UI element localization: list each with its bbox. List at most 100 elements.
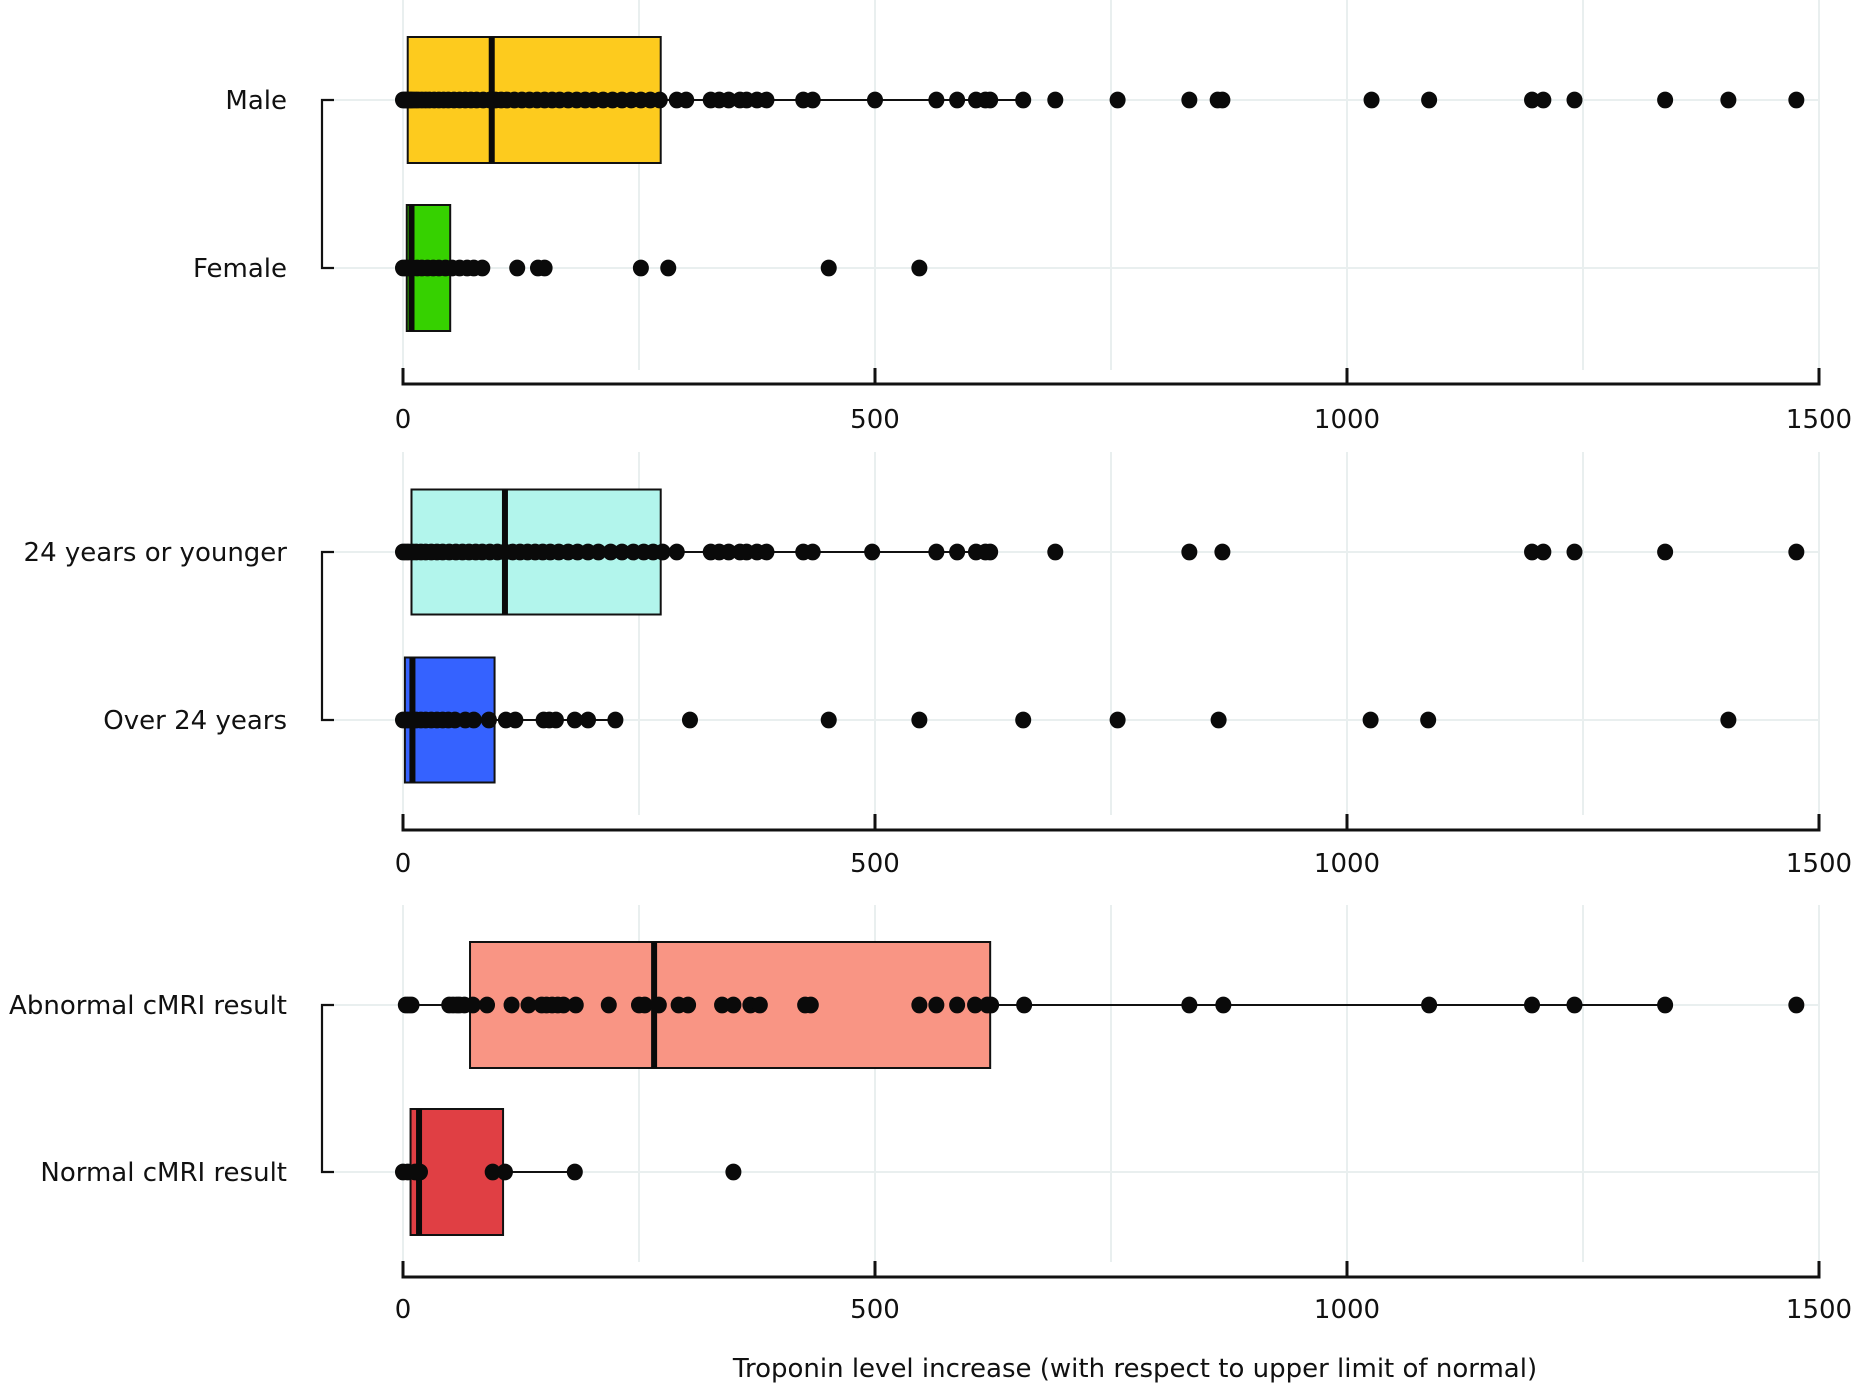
data-point [411, 1163, 428, 1181]
x-tick-label: 500 [850, 1295, 900, 1325]
data-point [983, 996, 1000, 1014]
data-point [474, 259, 491, 277]
data-point [660, 259, 677, 277]
data-point [1720, 91, 1737, 109]
data-point [1362, 711, 1379, 729]
data-point [507, 711, 524, 729]
data-point [680, 996, 697, 1014]
data-point [1421, 91, 1438, 109]
data-point [600, 996, 617, 1014]
x-tick-label: 0 [395, 849, 412, 879]
data-point [632, 259, 649, 277]
data-point [651, 91, 668, 109]
data-point [1047, 543, 1064, 561]
data-point [928, 996, 945, 1014]
data-point [911, 711, 928, 729]
group-bracket [320, 1003, 334, 1174]
data-point [678, 91, 695, 109]
category-label: Abnormal cMRI result [9, 991, 287, 1021]
data-point [1657, 91, 1674, 109]
data-point [464, 996, 481, 1014]
data-point [602, 543, 619, 561]
data-point [864, 543, 881, 561]
x-tick-label: 0 [395, 1295, 412, 1325]
data-point [982, 91, 999, 109]
data-point [567, 996, 584, 1014]
x-tick-label: 1000 [1314, 405, 1380, 435]
data-point [720, 543, 737, 561]
data-point [1420, 711, 1437, 729]
data-point [1363, 91, 1380, 109]
box-group-24-years-or-younger: 24 years or younger [24, 488, 1805, 616]
data-point [1657, 996, 1674, 1014]
data-point [1535, 91, 1552, 109]
data-point [1788, 996, 1805, 1014]
data-point [714, 996, 731, 1014]
group-bracket [320, 550, 334, 722]
data-point [820, 711, 837, 729]
data-point [1215, 996, 1232, 1014]
data-point [1047, 91, 1064, 109]
x-tick-label: 1000 [1314, 849, 1380, 879]
x-axis-title: Troponin level increase (with respect to… [732, 1354, 1537, 1384]
data-point [758, 91, 775, 109]
data-point [982, 543, 999, 561]
data-point [536, 259, 553, 277]
data-point [949, 996, 966, 1014]
data-point [1421, 996, 1438, 1014]
data-point [1214, 543, 1231, 561]
data-point [1016, 996, 1033, 1014]
data-point [1566, 543, 1583, 561]
data-point [804, 91, 821, 109]
data-point [758, 543, 775, 561]
data-point [967, 996, 984, 1014]
data-point [509, 259, 526, 277]
data-point [547, 711, 564, 729]
data-point [566, 711, 583, 729]
data-point [949, 91, 966, 109]
data-point [555, 996, 572, 1014]
data-point [1015, 711, 1032, 729]
data-point [650, 996, 667, 1014]
panel-cmri: 0 500 1000 1500 Abnormal cMRI result Normal c… [9, 905, 1852, 1325]
data-point [867, 91, 883, 109]
box-group-over-24-years: Over 24 years [103, 656, 1737, 784]
data-point [820, 259, 837, 277]
x-tick-label: 1500 [1786, 1295, 1852, 1325]
x-tick-label: 500 [850, 849, 900, 879]
x-tick-label: 0 [395, 405, 412, 435]
data-point [1720, 711, 1737, 729]
x-tick-label: 1000 [1314, 1295, 1380, 1325]
x-tick-label: 1500 [1786, 405, 1852, 435]
group-bracket [320, 98, 334, 270]
data-point [1181, 543, 1198, 561]
data-point [1566, 91, 1583, 109]
data-point [566, 1163, 583, 1181]
data-point [928, 543, 945, 561]
data-point [668, 543, 685, 561]
category-label: 24 years or younger [24, 538, 288, 568]
data-point [503, 996, 520, 1014]
data-point [636, 996, 653, 1014]
category-label: Over 24 years [103, 706, 287, 736]
data-point [1210, 711, 1227, 729]
x-tick-label: 1500 [1786, 849, 1852, 879]
data-point [484, 1163, 501, 1181]
box-group-normal-cmri-result: Normal cMRI result [40, 1108, 742, 1236]
data-point [949, 543, 966, 561]
data-point [654, 543, 671, 561]
data-point [614, 543, 631, 561]
data-point [479, 996, 496, 1014]
data-point [725, 1163, 742, 1181]
x-tick-label: 500 [850, 405, 900, 435]
data-point [725, 996, 742, 1014]
data-point [751, 996, 768, 1014]
panel-age: 0 500 1000 1500 24 years or younger Over 24 y… [24, 452, 1852, 879]
data-point [607, 711, 624, 729]
data-point [1181, 996, 1198, 1014]
data-point [928, 91, 945, 109]
data-point [1214, 91, 1231, 109]
box-group-male: Male [225, 36, 1805, 164]
data-point [1015, 91, 1032, 109]
data-point [520, 996, 537, 1014]
